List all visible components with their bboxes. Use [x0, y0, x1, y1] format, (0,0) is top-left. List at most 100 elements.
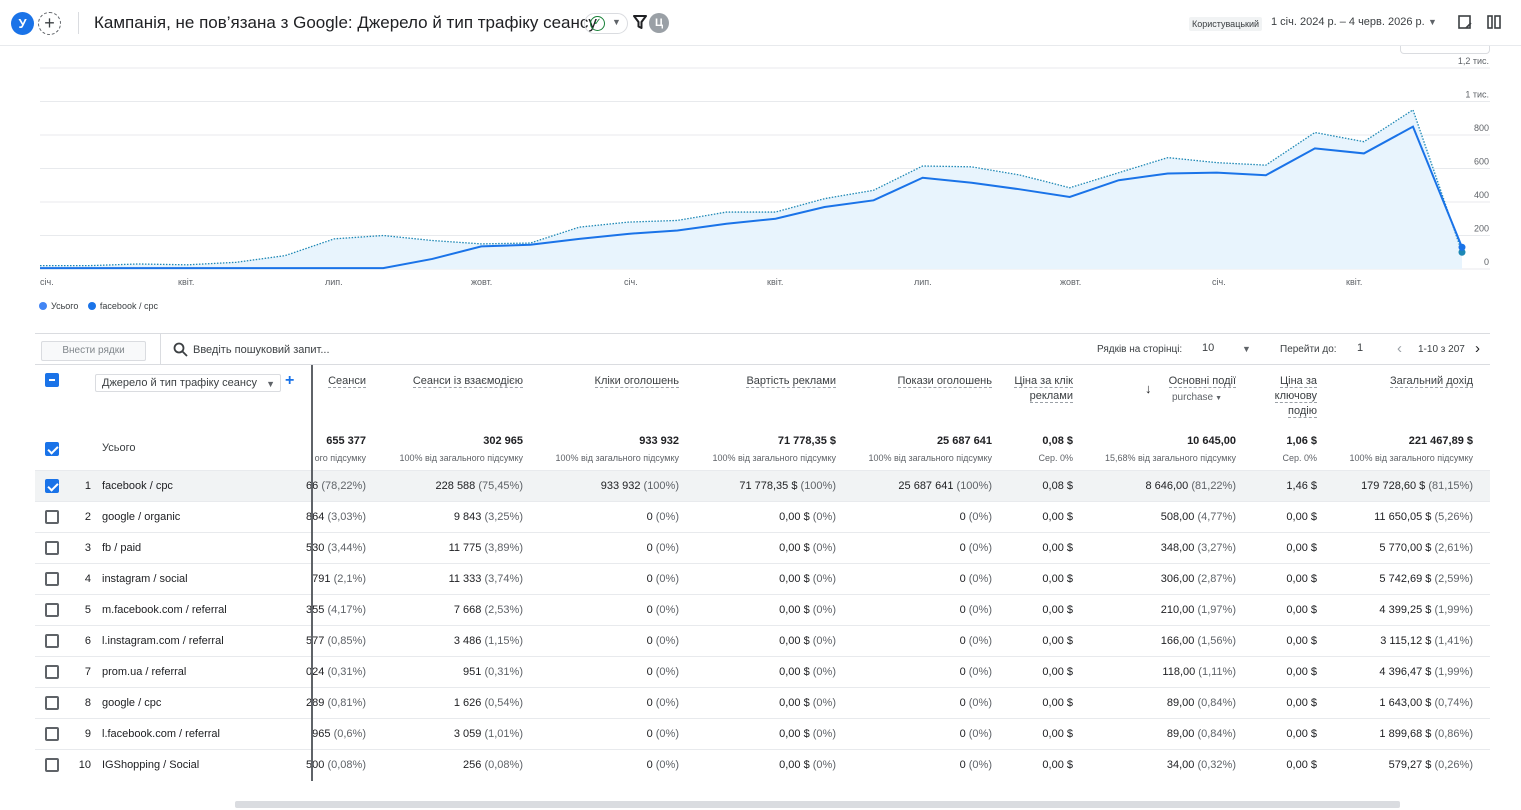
- source-medium-cell[interactable]: l.facebook.com / referral: [102, 728, 220, 740]
- row-checkbox[interactable]: [45, 479, 59, 493]
- event-filter[interactable]: purchase: [1171, 392, 1214, 403]
- legend-item-facebook-cpc[interactable]: facebook / cpc: [87, 301, 158, 311]
- source-medium-cell[interactable]: instagram / social: [102, 573, 188, 585]
- horizontal-scrollbar[interactable]: [235, 801, 1400, 808]
- table-row[interactable]: 9 l.facebook.com / referral 965 (0,6%) 3 05…: [35, 718, 1490, 749]
- filter-icon[interactable]: [633, 14, 647, 30]
- edit-report-icon[interactable]: [1457, 14, 1473, 30]
- data-point[interactable]: [1458, 243, 1466, 251]
- source-medium-cell[interactable]: google / organic: [102, 511, 181, 523]
- row-checkbox[interactable]: [45, 572, 59, 586]
- row-checkbox[interactable]: [45, 510, 59, 524]
- table-row[interactable]: 5 m.facebook.com / referral 355 (4,17%) 7 6…: [35, 594, 1490, 625]
- total-value: 1,06 $: [1286, 435, 1317, 447]
- metric-value: 0,00 $: [779, 697, 810, 709]
- column-header[interactable]: Кліки оголошень: [529, 374, 679, 389]
- table-row[interactable]: 6 l.instagram.com / referral 577 (0,85%) 3 …: [35, 625, 1490, 656]
- metric-cell: 0,00 $ (0%): [676, 728, 836, 740]
- date-range[interactable]: 1 січ. 2024 р. – 4 черв. 2026 р.: [1271, 16, 1425, 28]
- metric-cell: 0 (0%): [832, 542, 992, 554]
- metric-cell: 791 (2,1%): [206, 573, 366, 585]
- metric-value: 228 588: [435, 480, 476, 492]
- series-line-facebook-cpc[interactable]: [40, 125, 1463, 270]
- table-row[interactable]: 7 prom.ua / referral 024 (0,31%) 951 (0,31%…: [35, 656, 1490, 687]
- source-medium-cell[interactable]: l.instagram.com / referral: [102, 635, 224, 647]
- select-all-checkbox[interactable]: [45, 373, 59, 387]
- metric-percent: (0%): [968, 666, 992, 678]
- source-medium-cell[interactable]: facebook / cpc: [102, 480, 173, 492]
- previous-page-icon[interactable]: ‹: [1397, 340, 1402, 357]
- metric-value: 11 775: [448, 542, 482, 554]
- add-comparison-button[interactable]: +: [38, 12, 61, 35]
- source-medium-cell[interactable]: google / cpc: [102, 697, 162, 709]
- metric-value: 289: [306, 697, 325, 709]
- column-header[interactable]: Сеанси із взаємодією: [373, 374, 523, 389]
- chevron-down-icon: ▼: [612, 17, 621, 27]
- metric-value: 0,00 $: [1286, 573, 1317, 585]
- table-row[interactable]: 4 instagram / social 791 (2,1%) 11 333 (3,7…: [35, 563, 1490, 594]
- metric-percent: (0%): [968, 728, 992, 740]
- row-checkbox[interactable]: [45, 696, 59, 710]
- metric-cell: 0,00 $ (0%): [676, 759, 836, 771]
- metric-value: 166,00: [1160, 635, 1195, 647]
- row-checkbox[interactable]: [45, 758, 59, 772]
- column-header[interactable]: Ціна за ключову подію: [1247, 374, 1317, 419]
- table-row[interactable]: 3 fb / paid 530 (3,44%) 11 775 (3,89%) 0 (0%…: [35, 532, 1490, 563]
- column-header[interactable]: Сеанси: [246, 374, 366, 389]
- compare-columns-icon[interactable]: [1486, 14, 1502, 30]
- table-toolbar: Внести рядки Рядків на сторінці: 10 ▼ Пе…: [35, 333, 1490, 365]
- status-dropdown[interactable]: ✓ ▼: [584, 13, 628, 34]
- sort-descending-icon[interactable]: ↓: [1145, 381, 1152, 396]
- row-checkbox[interactable]: [45, 634, 59, 648]
- goto-page-input[interactable]: 1: [1357, 342, 1364, 354]
- metric-percent: (1,56%): [1197, 635, 1236, 647]
- metric-value: 0: [646, 728, 653, 740]
- legend-item-total[interactable]: Усього: [39, 301, 78, 311]
- column-header[interactable]: Покази оголошень: [842, 374, 992, 389]
- comparison-badge[interactable]: Ц: [649, 13, 669, 33]
- source-medium-cell[interactable]: prom.ua / referral: [102, 666, 187, 678]
- chart-type-button[interactable]: [1400, 46, 1490, 54]
- row-checkbox[interactable]: [45, 603, 59, 617]
- row-checkbox[interactable]: [45, 665, 59, 679]
- metric-cell: 951 (0,31%): [363, 666, 523, 678]
- metric-value: 0: [646, 759, 653, 771]
- column-header[interactable]: Основні події purchase ▼: [1086, 374, 1236, 406]
- total-percent: 100% від загального підсумку: [868, 453, 992, 463]
- column-header[interactable]: Загальний дохід: [1323, 374, 1473, 389]
- source-medium-cell[interactable]: m.facebook.com / referral: [102, 604, 227, 616]
- metric-percent: (0,31%): [484, 666, 523, 678]
- plot-rows-button[interactable]: Внести рядки: [41, 341, 146, 361]
- metric-percent: (0,31%): [327, 666, 366, 678]
- row-checkbox[interactable]: [45, 727, 59, 741]
- next-page-icon[interactable]: ›: [1475, 340, 1480, 357]
- source-medium-cell[interactable]: fb / paid: [102, 542, 142, 554]
- add-dimension-icon[interactable]: +: [285, 372, 295, 389]
- date-range-type[interactable]: Користувацький: [1189, 17, 1263, 31]
- y-tick-label: 800: [1474, 123, 1489, 133]
- series-line-total[interactable]: [40, 108, 1463, 267]
- column-header[interactable]: Вартість реклами: [686, 374, 836, 389]
- metric-percent: (0%): [968, 542, 992, 554]
- table-row[interactable]: 2 google / organic 864 (3,03%) 9 843 (3,25%…: [35, 501, 1490, 532]
- totals-checkbox[interactable]: [45, 442, 59, 456]
- row-checkbox[interactable]: [45, 541, 59, 555]
- metric-percent: (0%): [968, 697, 992, 709]
- table-row[interactable]: 10 IGShopping / Social 500 (0,08%) 256 (0,0…: [35, 749, 1490, 780]
- metric-value: 864: [306, 511, 325, 523]
- column-header[interactable]: Ціна за клік реклами: [1013, 374, 1073, 404]
- dimension-select[interactable]: Джерело й тип трафіку сеансу ▼: [95, 374, 281, 392]
- table-row[interactable]: 8 google / cpc 289 (0,81%) 1 626 (0,54%) 0 (…: [35, 687, 1490, 718]
- metric-percent: (78,22%): [321, 480, 366, 492]
- search-input[interactable]: [193, 341, 493, 359]
- y-tick-label: 200: [1474, 224, 1489, 234]
- data-point[interactable]: [1458, 248, 1466, 256]
- metric-percent: (0,74%): [1434, 697, 1473, 709]
- source-medium-cell[interactable]: IGShopping / Social: [102, 759, 200, 771]
- dimension-label: Джерело й тип трафіку сеансу: [102, 377, 257, 389]
- segment-avatar[interactable]: У: [11, 12, 34, 35]
- x-tick-label: січ.: [40, 277, 54, 287]
- rows-per-page-select[interactable]: 10 ▼: [1202, 342, 1251, 354]
- chevron-down-icon[interactable]: ▼: [1428, 17, 1437, 27]
